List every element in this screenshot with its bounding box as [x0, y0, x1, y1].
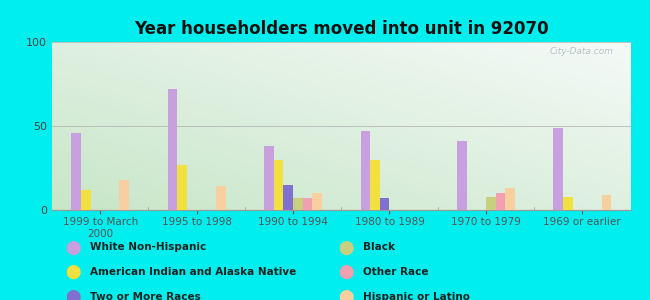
Bar	[283, 185, 293, 210]
Text: Black: Black	[363, 242, 395, 253]
Bar	[563, 196, 573, 210]
Bar	[505, 188, 515, 210]
Bar	[216, 187, 226, 210]
Bar	[274, 160, 283, 210]
Bar	[380, 198, 389, 210]
Text: White Non-Hispanic: White Non-Hispanic	[90, 242, 206, 253]
Bar	[486, 196, 495, 210]
Bar	[457, 141, 467, 210]
Text: ⬤: ⬤	[338, 240, 354, 255]
Bar	[72, 133, 81, 210]
Bar	[168, 89, 177, 210]
Text: ⬤: ⬤	[65, 290, 81, 300]
Text: Hispanic or Latino: Hispanic or Latino	[363, 292, 470, 300]
Bar	[370, 160, 380, 210]
Bar	[81, 190, 90, 210]
Text: Two or More Races: Two or More Races	[90, 292, 200, 300]
Bar	[293, 198, 303, 210]
Text: ⬤: ⬤	[65, 265, 81, 279]
Text: City-Data.com: City-Data.com	[549, 47, 613, 56]
Bar	[303, 198, 312, 210]
Text: ⬤: ⬤	[65, 240, 81, 255]
Bar	[361, 131, 370, 210]
Text: American Indian and Alaska Native: American Indian and Alaska Native	[90, 267, 296, 277]
Bar	[495, 193, 505, 210]
Bar	[553, 128, 563, 210]
Bar	[264, 146, 274, 210]
Title: Year householders moved into unit in 92070: Year householders moved into unit in 920…	[134, 20, 549, 38]
Text: ⬤: ⬤	[338, 290, 354, 300]
Bar	[120, 180, 129, 210]
Bar	[177, 165, 187, 210]
Text: ⬤: ⬤	[338, 265, 354, 279]
Bar	[601, 195, 611, 210]
Text: Other Race: Other Race	[363, 267, 428, 277]
Bar	[312, 193, 322, 210]
